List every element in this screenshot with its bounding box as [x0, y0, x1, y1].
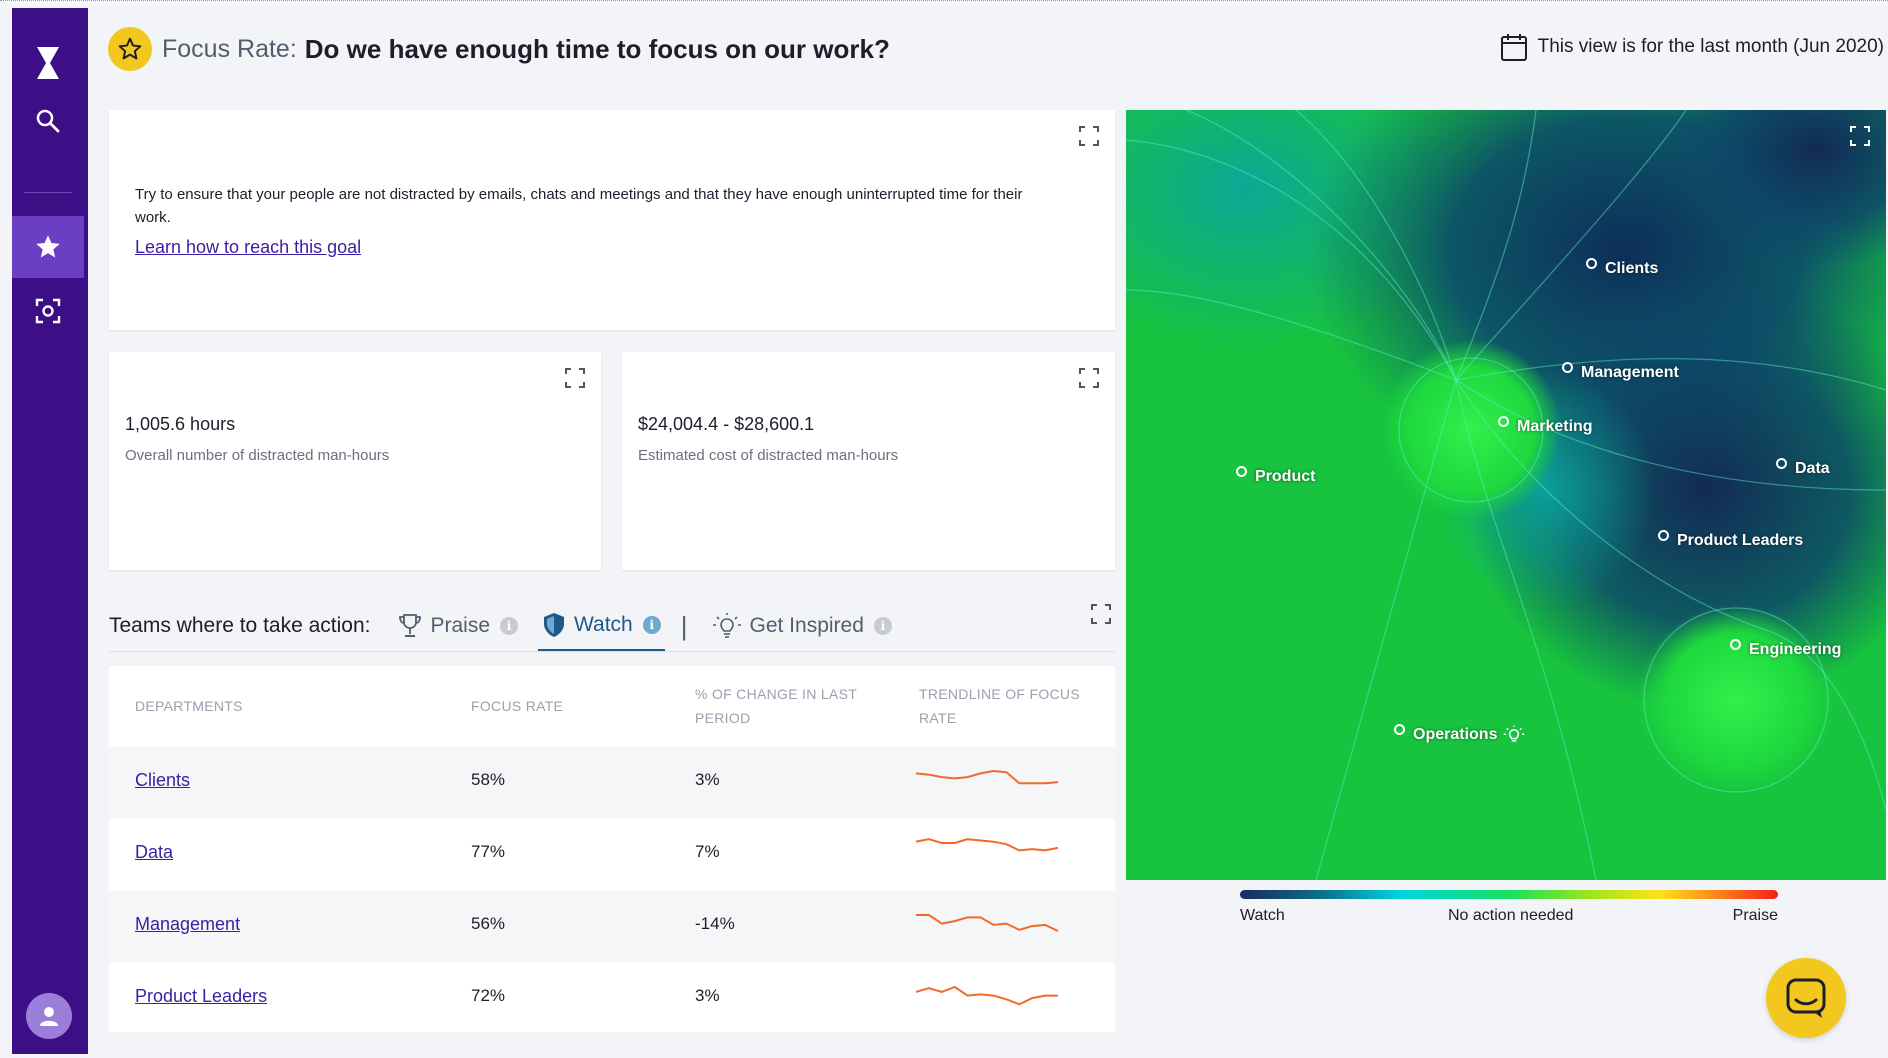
star-icon	[36, 235, 60, 258]
sidebar	[12, 8, 88, 1054]
tab-label: Praise	[430, 614, 490, 637]
sidebar-item-focus[interactable]	[12, 280, 84, 342]
map-node-management[interactable]: Management	[1562, 361, 1679, 382]
department-link[interactable]: Clients	[135, 770, 191, 790]
map-node-marketing[interactable]: Marketing	[1498, 415, 1593, 436]
metric-card-cost: $24,004.4 - $28,600.1 Estimated cost of …	[622, 352, 1115, 570]
learn-goal-link[interactable]: Learn how to reach this goal	[135, 237, 362, 257]
change-value: 3%	[695, 770, 720, 789]
map-node-operations[interactable]: Operations	[1394, 723, 1525, 746]
legend-no-action: No action needed	[1448, 907, 1574, 924]
lightbulb-icon	[1504, 725, 1525, 742]
metric-label: Estimated cost of distracted man-hours	[638, 447, 899, 464]
map-node-product[interactable]: Product	[1236, 465, 1315, 486]
map-node-engineering[interactable]: Engineering	[1730, 638, 1841, 659]
star-outline-icon	[118, 37, 142, 60]
sidebar-item-goals[interactable]	[12, 216, 84, 278]
column-header: TRENDLINE OF FOCUS RATE	[919, 686, 1080, 726]
calendar-icon	[1500, 34, 1527, 61]
search-icon	[36, 109, 60, 133]
top-border	[0, 0, 1888, 2]
lightbulb-icon	[712, 613, 741, 638]
tab-separator: |	[680, 610, 688, 641]
teams-tabs-bar: Teams where to take action: Praise i Wat…	[109, 600, 1115, 652]
department-link[interactable]: Management	[135, 914, 241, 934]
column-header: FOCUS RATE	[471, 698, 564, 714]
trendline	[916, 838, 1059, 852]
page-header: Focus Rate: Do we have enough time to fo…	[108, 25, 890, 73]
tab-get-inspired[interactable]: Get Inspired i	[708, 600, 896, 652]
expand-icon[interactable]	[565, 368, 585, 388]
map-node-clients[interactable]: Clients	[1586, 257, 1658, 278]
hourglass-icon	[37, 47, 59, 79]
table-row: Clients 58% 3%	[109, 746, 1115, 818]
tab-label: Get Inspired	[749, 614, 864, 637]
period-selector[interactable]: This view is for the last month (Jun 202…	[1500, 32, 1884, 62]
shield-icon	[544, 612, 564, 637]
legend-gradient	[1240, 890, 1778, 899]
trendline-sparkline	[916, 769, 1059, 785]
trendline	[916, 769, 1059, 785]
sidebar-item-search[interactable]	[12, 90, 84, 152]
map-node-data[interactable]: Data	[1776, 457, 1830, 478]
focus-rate-value: 77%	[471, 842, 506, 861]
tab-label: Watch	[574, 612, 633, 636]
team-heatmap: Clients Management Marketing Product Dat…	[1126, 110, 1886, 880]
trendline-sparkline	[916, 838, 1059, 852]
user-icon	[40, 1007, 58, 1026]
column-header: % OF CHANGE IN LAST PERIOD	[695, 686, 857, 726]
focus-rate-value: 56%	[471, 914, 506, 933]
tabs-divider	[109, 651, 1115, 652]
heatmap-legend: Watch No action needed Praise	[1240, 890, 1778, 931]
trendline	[916, 985, 1058, 1006]
trendline-sparkline	[916, 914, 1059, 932]
table-row: Management 56% -14%	[109, 890, 1115, 962]
metric-value: 1,005.6 hours	[125, 414, 236, 434]
user-avatar[interactable]	[26, 993, 72, 1039]
app-logo[interactable]	[12, 32, 84, 94]
department-link[interactable]: Data	[135, 842, 174, 862]
expand-icon[interactable]	[1091, 604, 1111, 624]
sidebar-divider	[24, 192, 72, 193]
expand-icon[interactable]	[1079, 368, 1099, 388]
table-row: Data 77% 7%	[109, 818, 1115, 890]
goal-badge	[108, 27, 152, 71]
departments-table: DEPARTMENTS FOCUS RATE % OF CHANGE IN LA…	[109, 666, 1115, 1032]
teams-label: Teams where to take action:	[109, 614, 371, 637]
info-icon[interactable]: i	[642, 615, 661, 634]
expand-icon[interactable]	[1079, 126, 1099, 146]
trophy-icon	[399, 614, 422, 637]
trendline	[916, 914, 1059, 932]
focus-rate-value: 72%	[471, 986, 506, 1005]
column-header: DEPARTMENTS	[135, 698, 243, 714]
legend-praise: Praise	[1732, 907, 1778, 924]
table-header: DEPARTMENTS FOCUS RATE % OF CHANGE IN LA…	[109, 666, 1115, 746]
metric-value: $24,004.4 - $28,600.1	[638, 414, 815, 434]
page-title-prefix: Focus Rate:	[162, 34, 297, 63]
focus-rate-value: 58%	[471, 770, 506, 789]
metric-label: Overall number of distracted man-hours	[125, 447, 390, 464]
change-value: 3%	[695, 986, 720, 1005]
expand-icon[interactable]	[1850, 126, 1870, 146]
metric-card-hours: 1,005.6 hours Overall number of distract…	[109, 352, 601, 570]
heatmap-background	[1126, 110, 1886, 880]
chat-icon	[1786, 978, 1826, 1018]
change-value: -14%	[695, 914, 735, 933]
table-row: Product Leaders 72% 3%	[109, 962, 1115, 1034]
chat-button[interactable]	[1766, 958, 1846, 1038]
period-label: This view is for the last month (Jun 202…	[1537, 36, 1884, 57]
goal-card: Try to ensure that your people are not d…	[109, 110, 1115, 330]
legend-watch: Watch	[1240, 907, 1285, 924]
goal-description: Try to ensure that your people are not d…	[135, 186, 1023, 226]
trendline-sparkline	[916, 985, 1058, 1006]
info-icon[interactable]: i	[873, 617, 892, 635]
tab-watch[interactable]: Watch i	[538, 600, 665, 652]
change-value: 7%	[695, 842, 720, 861]
department-link[interactable]: Product Leaders	[135, 986, 268, 1006]
map-node-product-leaders[interactable]: Product Leaders	[1658, 529, 1803, 550]
page-title: Do we have enough time to focus on our w…	[304, 33, 890, 64]
tab-praise[interactable]: Praise i	[394, 600, 522, 652]
focus-scan-icon	[35, 298, 61, 324]
info-icon[interactable]: i	[500, 617, 518, 635]
